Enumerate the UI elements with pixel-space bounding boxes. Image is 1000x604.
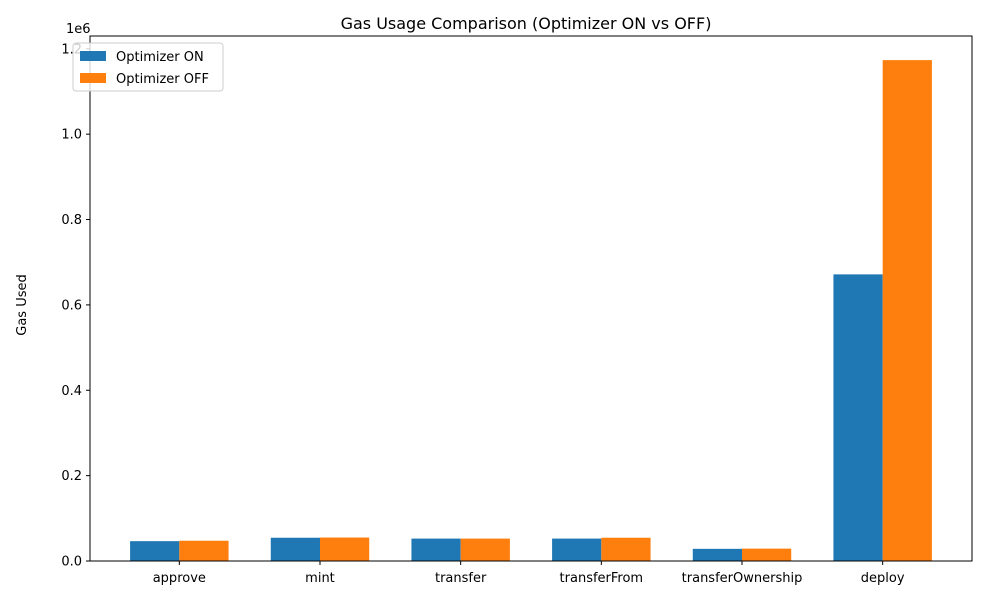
legend-swatch-optimizer-on xyxy=(80,51,106,61)
bar-optimizer-off-deploy xyxy=(882,60,932,562)
bar-optimizer-off-transfer xyxy=(460,538,510,561)
y-axis-label: Gas Used xyxy=(15,274,30,335)
plot-frame xyxy=(89,35,973,562)
legend-swatch-optimizer-off xyxy=(80,73,106,83)
legend: Optimizer ON Optimizer OFF xyxy=(72,42,224,92)
y-tick-label: 0.6 xyxy=(61,298,82,313)
x-tick-label-deploy: deploy xyxy=(861,571,905,586)
y-axis-ticks: 0.00.20.40.60.81.01.2 xyxy=(61,42,90,570)
x-axis-ticks: approve mint transfer transferFrom transferO… xyxy=(153,561,905,586)
bar-optimizer-off-transfer-ownership xyxy=(742,548,792,561)
bar-optimizer-on-transfer-ownership xyxy=(692,548,742,561)
bar-optimizer-off-mint xyxy=(320,537,370,561)
x-tick-label-transfer: transfer xyxy=(435,571,487,586)
x-tick-label-transfer-ownership: transferOwnership xyxy=(682,571,803,586)
chart-title: Gas Usage Comparison (Optimizer ON vs OF… xyxy=(341,14,712,33)
y-tick-label: 0.0 xyxy=(61,555,82,570)
bars-layer xyxy=(130,60,932,562)
bar-optimizer-on-approve xyxy=(130,541,180,561)
legend-frame xyxy=(72,42,224,92)
x-tick-label-transfer-from: transferFrom xyxy=(560,571,644,586)
bar-optimizer-on-mint xyxy=(270,537,320,561)
legend-label-optimizer-off: Optimizer OFF xyxy=(116,72,209,87)
bar-optimizer-on-transfer xyxy=(411,538,461,561)
bar-optimizer-off-approve xyxy=(179,540,229,561)
y-tick-label: 0.4 xyxy=(61,384,82,399)
legend-label-optimizer-on: Optimizer ON xyxy=(116,50,204,65)
x-tick-label-approve: approve xyxy=(153,571,206,586)
x-tick-label-mint: mint xyxy=(305,571,335,586)
bar-optimizer-on-transfer-from xyxy=(552,538,602,561)
y-tick-label: 0.2 xyxy=(61,469,82,484)
y-tick-label: 1.0 xyxy=(61,128,82,143)
bar-optimizer-off-transfer-from xyxy=(601,537,651,561)
bar-optimizer-on-deploy xyxy=(833,274,883,561)
y-axis-scale-label: 1e6 xyxy=(66,22,91,37)
y-tick-label: 0.8 xyxy=(61,213,82,228)
